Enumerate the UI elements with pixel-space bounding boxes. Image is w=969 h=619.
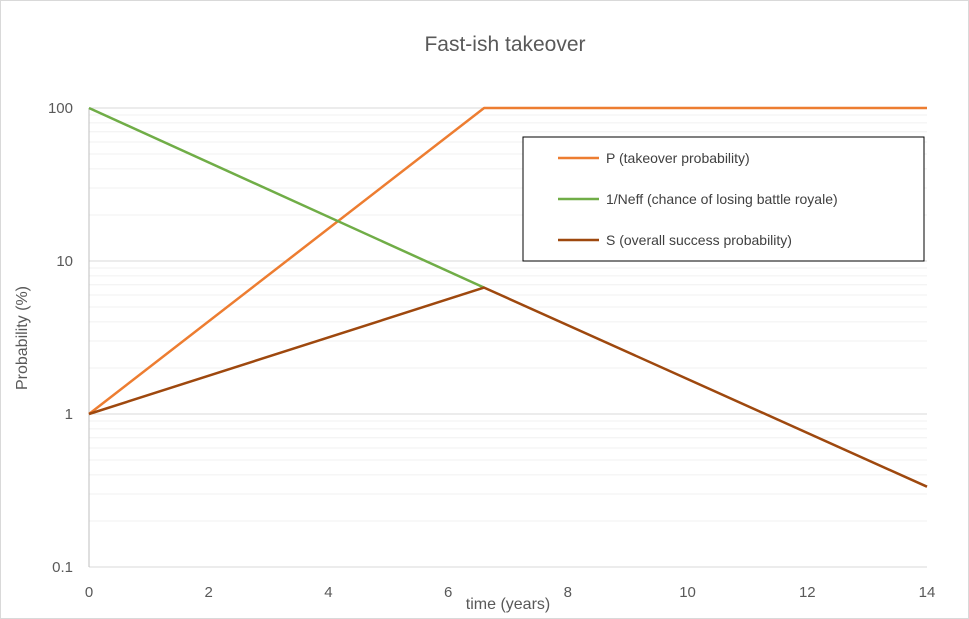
y-tick-label: 1 xyxy=(65,406,73,423)
y-tick-label: 10 xyxy=(56,253,73,270)
series-line-3 xyxy=(88,286,928,488)
series-lines xyxy=(88,106,928,488)
x-tick-labels: 0 2 4 6 8 10 12 14 xyxy=(85,584,936,601)
series-line-2 xyxy=(88,106,485,289)
x-tick-label: 2 xyxy=(205,584,213,601)
legend-label: P (takeover probability) xyxy=(606,150,750,166)
x-tick-label: 12 xyxy=(799,584,816,601)
x-tick-label: 0 xyxy=(85,584,93,601)
x-tick-label: 8 xyxy=(564,584,572,601)
x-tick-label: 14 xyxy=(919,584,936,601)
y-tick-label: 0.1 xyxy=(52,559,73,576)
legend-label: S (overall success probability) xyxy=(606,232,792,248)
chart-title: Fast-ish takeover xyxy=(424,33,585,56)
x-axis-title: time (years) xyxy=(466,596,550,613)
x-tick-label: 4 xyxy=(324,584,332,601)
x-tick-label: 6 xyxy=(444,584,452,601)
y-tick-label: 100 xyxy=(48,100,73,117)
y-axis-title: Probability (%) xyxy=(14,286,31,390)
x-tick-label: 10 xyxy=(679,584,696,601)
legend: P (takeover probability) 1/Neff (chance o… xyxy=(522,136,925,262)
y-tick-labels: 0.1 1 10 100 xyxy=(48,100,73,576)
series-line-1 xyxy=(88,106,927,415)
legend-label: 1/Neff (chance of losing battle royale) xyxy=(606,191,838,207)
